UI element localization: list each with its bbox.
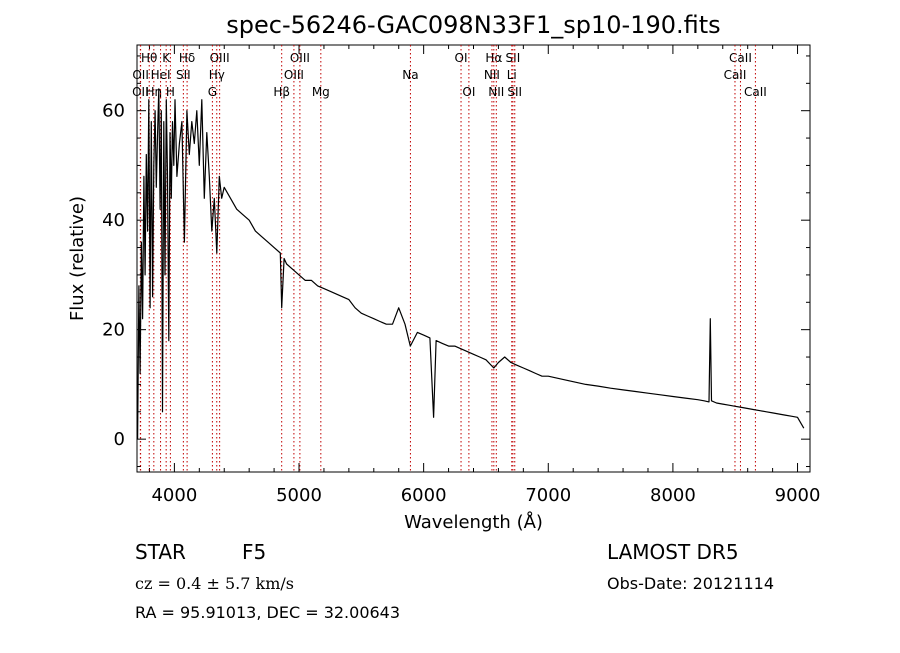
line-marker-label: OIII: [210, 51, 230, 65]
x-tick-label: 8000: [650, 485, 696, 506]
line-marker-label: H: [166, 85, 175, 99]
y-tick-label: 40: [102, 210, 125, 231]
spectrum-series: [137, 88, 805, 440]
object-subclass: F5: [242, 540, 267, 564]
x-tick-label: 7000: [525, 485, 571, 506]
x-tick-label: 9000: [775, 485, 821, 506]
line-marker-label: OIII: [284, 68, 304, 82]
line-marker-label: CaII: [744, 85, 767, 99]
y-tick-label: 0: [114, 429, 125, 450]
x-tick-label: 5000: [276, 485, 322, 506]
line-marker-label: Hθ: [141, 51, 157, 65]
coordinates-text: RA = 95.91013, DEC = 32.00643: [135, 603, 401, 622]
line-marker-label: Hα: [485, 51, 502, 65]
line-marker-label: Hη: [146, 85, 163, 99]
y-axis-label: Flux (relative): [67, 196, 88, 321]
line-marker-label: Na: [402, 68, 418, 82]
line-marker-label: OIII: [290, 51, 310, 65]
line-marker-label: OI: [455, 51, 468, 65]
line-marker-label: CaII: [724, 68, 747, 82]
line-marker-label: K: [162, 51, 171, 65]
line-marker-label: NII: [484, 68, 500, 82]
line-marker-label: G: [208, 85, 217, 99]
y-tick-label: 20: [102, 320, 125, 341]
plot-frame: [136, 44, 811, 473]
line-marker-label: Hγ: [209, 68, 225, 82]
line-marker-label: OII: [132, 85, 149, 99]
chart-title: spec-56246-GAC098N33F1_sp10-190.fits: [226, 11, 720, 39]
obs-date: Obs-Date: 20121114: [607, 574, 775, 593]
survey-name: LAMOST DR5: [607, 540, 739, 564]
x-tick-label: 6000: [401, 485, 447, 506]
line-marker-label: SII: [507, 85, 522, 99]
line-marker-label: Hβ: [273, 85, 290, 99]
line-marker-label: OI: [462, 85, 475, 99]
line-marker-label: OII: [132, 68, 149, 82]
redshift-text: cz = 0.4 ± 5.7 km/s: [135, 574, 294, 593]
line-marker-label: Hδ: [179, 51, 195, 65]
x-tick-label: 4000: [151, 485, 197, 506]
line-marker-label: NII: [488, 85, 504, 99]
line-marker-label: Mg: [312, 85, 330, 99]
y-tick-label: 60: [102, 101, 125, 122]
line-marker-label: SII: [506, 51, 521, 65]
line-marker-label: Li: [507, 68, 517, 82]
object-class: STAR: [135, 540, 186, 564]
line-marker-label: SII: [176, 68, 191, 82]
x-axis-label: Wavelength (Å): [404, 511, 543, 533]
line-marker-label: CaII: [729, 51, 752, 65]
line-marker-label: HeI: [151, 68, 171, 82]
